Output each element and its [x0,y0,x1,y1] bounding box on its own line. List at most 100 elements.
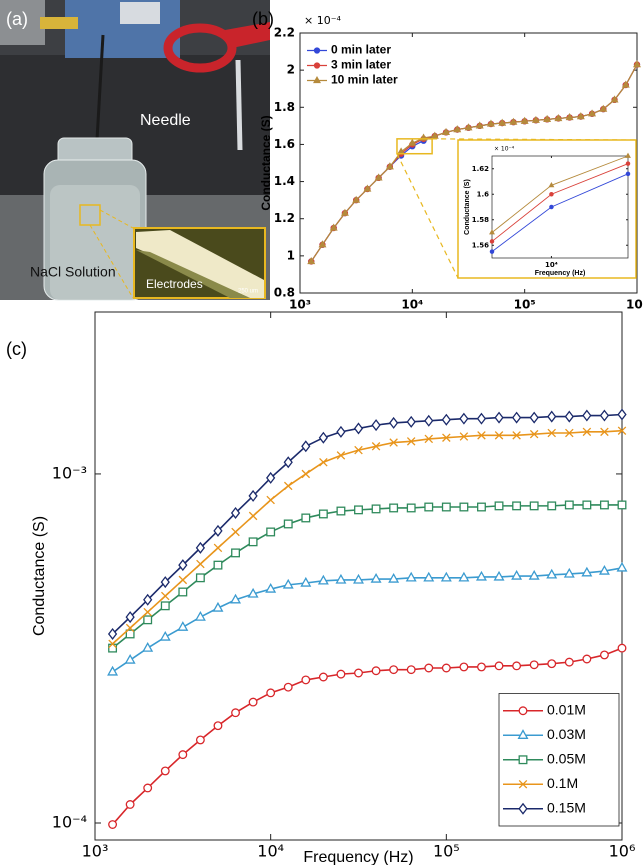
marker [441,413,451,426]
marker [511,411,522,424]
marker [248,537,258,547]
marker [547,410,557,423]
marker [564,410,574,423]
clip-wire [225,22,270,48]
marker [616,561,628,572]
zoom-box [396,138,433,155]
marker [212,601,224,612]
marker [458,571,470,582]
marker [441,502,451,512]
marker [453,125,462,133]
marker [529,501,539,511]
marker [231,527,240,537]
marker [108,639,117,649]
marker [340,208,349,216]
marker [371,419,381,432]
device-label [120,2,160,24]
marker [498,118,507,126]
marker [317,574,329,585]
marker [582,409,592,422]
electrode-band [136,230,264,298]
marker [475,570,487,581]
marker [459,662,469,672]
marker [160,576,170,589]
marker [143,607,152,617]
photo-label: Needle [140,112,191,129]
marker [319,458,328,467]
marker [617,408,627,421]
marker [633,60,641,68]
marker [489,249,495,254]
marker [442,433,451,442]
marker [354,505,363,515]
marker [352,195,361,203]
marker [266,527,276,537]
panel-label: (c) [6,339,27,359]
marker [408,138,417,146]
marker [511,569,523,580]
marker [159,630,171,641]
marker [353,422,364,435]
y-tick-label: 1.8 [274,100,295,114]
marker [549,191,554,197]
legend-label: 10 min later [331,73,398,87]
marker [529,429,539,439]
marker [336,506,346,516]
marker [563,567,575,578]
marker [160,766,170,776]
marker [588,109,597,117]
legend-label: 0.03M [547,726,586,742]
marker [125,800,135,809]
marker [494,501,504,511]
marker [406,437,416,446]
x-tick-label: 10⁵ [514,298,536,312]
marker [442,127,451,136]
marker [581,566,593,577]
rod [235,59,243,151]
marker [600,427,609,437]
marker [194,610,206,621]
marker [318,431,328,444]
marker [178,559,188,572]
marker [549,204,554,210]
marker [617,643,627,653]
y-tick-label: 2.2 [274,26,295,40]
marker [547,659,557,669]
marker [266,471,276,484]
marker [143,593,153,606]
marker [213,560,223,570]
marker [265,582,277,593]
marker [625,152,631,158]
marker [599,104,608,112]
marker [440,571,452,582]
marker [489,239,495,244]
marker [336,425,346,438]
marker [494,411,504,424]
marker [406,665,416,675]
legend-marker [518,779,528,789]
marker [354,445,363,455]
marker [107,627,118,640]
marker [576,112,585,120]
marker [125,611,135,624]
y-tick-label: 10⁻⁴ [52,813,87,832]
y-tick-label: 1.6 [274,137,295,151]
marker [301,440,311,453]
marker [282,578,294,589]
marker [178,575,188,585]
marker [459,432,469,441]
marker [196,559,205,569]
marker [335,573,347,584]
y-tick-label: 1 [287,248,295,262]
y-axis-label: Conductance (S) [464,179,471,235]
electrode-gap [136,250,250,298]
marker [389,503,399,513]
marker [231,548,240,558]
marker [363,184,372,192]
tape [40,17,78,29]
marker [512,431,521,440]
y-tick-label: 10⁻³ [52,463,87,482]
marker [554,113,563,122]
marker [582,500,592,510]
